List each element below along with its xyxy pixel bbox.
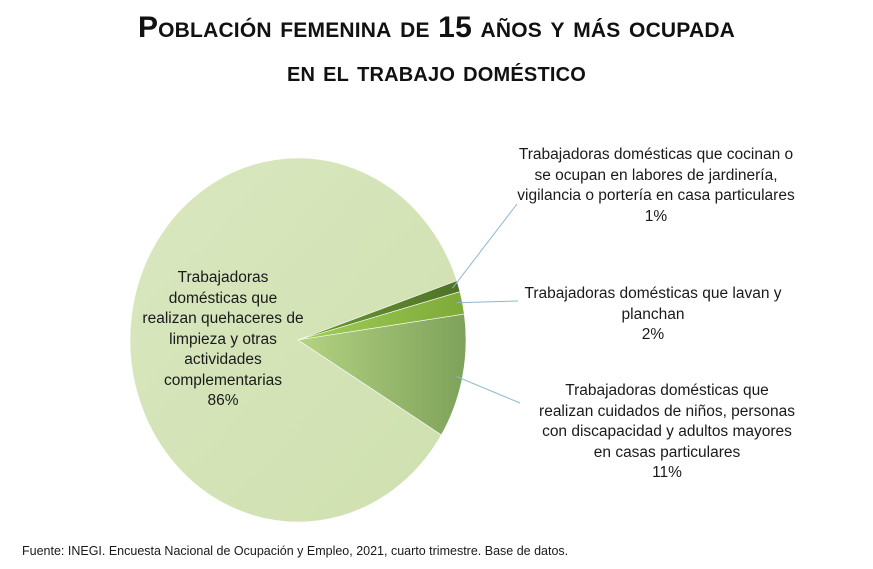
label-lavan-pct: 2% bbox=[641, 326, 665, 343]
pie-slice-cuidados bbox=[297, 313, 467, 436]
label-cocinan: Trabajadoras domésticas que cocinan o se… bbox=[516, 145, 796, 227]
label-cocinan-pct: 1% bbox=[644, 207, 668, 225]
leader-line-cuidados bbox=[456, 376, 521, 404]
label-cuidados-text: Trabajadoras domésticas que realizan cui… bbox=[539, 382, 795, 461]
label-cuidados: Trabajadoras domésticas que realizan cui… bbox=[536, 381, 798, 484]
label-limpieza-pct: 86% bbox=[207, 392, 239, 409]
leader-line-cocinan bbox=[452, 203, 518, 289]
label-limpieza-text: Trabajadoras domésticas que realizan que… bbox=[142, 269, 304, 389]
pie-slice-limpieza bbox=[129, 157, 458, 523]
pie-slices bbox=[129, 157, 467, 523]
leader-lines bbox=[452, 203, 521, 404]
source-note: Fuente: INEGI. Encuesta Nacional de Ocup… bbox=[22, 544, 569, 558]
label-cuidados-pct: 11% bbox=[652, 464, 682, 481]
chart-title-line-2: en el trabajo doméstico bbox=[286, 56, 587, 87]
chart-title: Población femenina de 15 años y más ocup… bbox=[0, 6, 873, 94]
chart-title-line-1: Población femenina de 15 años y más ocup… bbox=[137, 11, 736, 44]
label-lavan: Trabajadoras domésticas que lavan y plan… bbox=[522, 284, 784, 346]
label-lavan-text: Trabajadoras domésticas que lavan y plan… bbox=[524, 285, 782, 323]
label-cocinan-text: Trabajadoras domésticas que cocinan o se… bbox=[517, 146, 795, 204]
leader-line-lavan bbox=[456, 300, 519, 304]
label-limpieza: Trabajadoras domésticas que realizan que… bbox=[140, 268, 306, 412]
